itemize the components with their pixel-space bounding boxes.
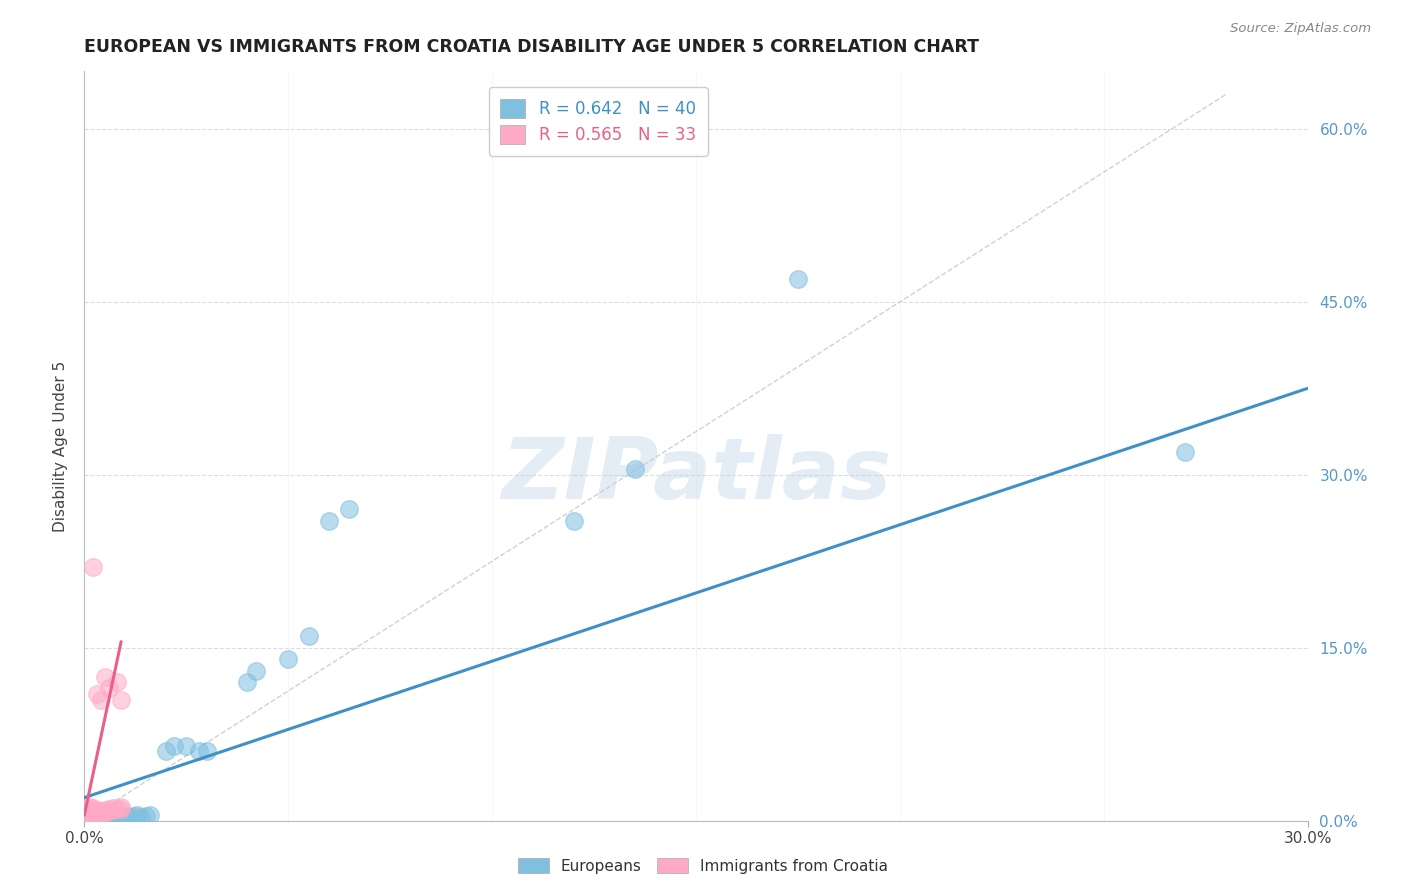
Point <box>110 692 132 706</box>
Point <box>93 669 115 683</box>
Legend: R = 0.642   N = 40, R = 0.565   N = 33: R = 0.642 N = 40, R = 0.565 N = 33 <box>489 87 707 156</box>
Point <box>90 810 112 824</box>
Point <box>624 462 647 476</box>
Point <box>131 810 153 824</box>
Point <box>90 806 112 821</box>
Point <box>562 514 585 528</box>
Point <box>82 803 104 817</box>
Point <box>110 810 132 824</box>
Point <box>90 805 112 819</box>
Point <box>135 809 157 823</box>
Point <box>93 810 115 824</box>
Point <box>101 803 124 817</box>
Point <box>277 652 299 666</box>
Point <box>298 629 321 643</box>
Point <box>77 811 100 825</box>
Point <box>90 692 112 706</box>
Point <box>105 809 128 823</box>
Point <box>93 803 115 817</box>
Point <box>82 810 104 824</box>
Point <box>118 810 141 824</box>
Legend: Europeans, Immigrants from Croatia: Europeans, Immigrants from Croatia <box>512 852 894 880</box>
Point <box>86 808 108 822</box>
Point <box>77 811 100 825</box>
Point <box>90 811 112 825</box>
Point <box>236 675 259 690</box>
Point <box>77 802 100 816</box>
Point <box>97 809 120 823</box>
Point <box>86 687 108 701</box>
Point <box>86 805 108 820</box>
Point <box>339 502 361 516</box>
Point <box>105 811 128 825</box>
Point <box>1174 444 1197 458</box>
Point <box>155 744 177 758</box>
Text: EUROPEAN VS IMMIGRANTS FROM CROATIA DISABILITY AGE UNDER 5 CORRELATION CHART: EUROPEAN VS IMMIGRANTS FROM CROATIA DISA… <box>84 38 980 56</box>
Point <box>82 560 104 574</box>
Point <box>97 811 120 825</box>
Point <box>97 681 120 695</box>
Point <box>187 744 209 758</box>
Point <box>105 675 128 690</box>
Text: Source: ZipAtlas.com: Source: ZipAtlas.com <box>1230 22 1371 36</box>
Point <box>82 808 104 822</box>
Point <box>127 808 149 822</box>
Point <box>77 805 100 820</box>
Point <box>82 801 104 815</box>
Point <box>110 799 132 814</box>
Point <box>787 272 810 286</box>
Point <box>138 808 160 822</box>
Point <box>77 813 100 827</box>
Point <box>93 805 115 820</box>
Point <box>318 514 340 528</box>
Point <box>86 810 108 824</box>
Point <box>86 811 108 825</box>
Point <box>93 813 115 827</box>
Y-axis label: Disability Age Under 5: Disability Age Under 5 <box>52 360 67 532</box>
Point <box>101 801 124 815</box>
Point <box>163 739 186 753</box>
Point <box>195 744 218 758</box>
Point <box>93 811 115 825</box>
Point <box>174 739 197 753</box>
Point <box>82 810 104 824</box>
Point <box>77 810 100 824</box>
Point <box>77 808 100 822</box>
Point <box>114 809 136 823</box>
Point <box>86 813 108 827</box>
Point <box>86 803 108 817</box>
Point <box>245 664 267 678</box>
Text: ZIPatlas: ZIPatlas <box>501 434 891 517</box>
Point <box>82 805 104 820</box>
Point <box>82 811 104 825</box>
Point <box>97 802 120 816</box>
Point <box>110 802 132 816</box>
Point <box>101 810 124 824</box>
Point <box>122 809 145 823</box>
Point <box>77 798 100 813</box>
Point <box>77 813 100 827</box>
Point <box>105 802 128 816</box>
Point <box>97 805 120 819</box>
